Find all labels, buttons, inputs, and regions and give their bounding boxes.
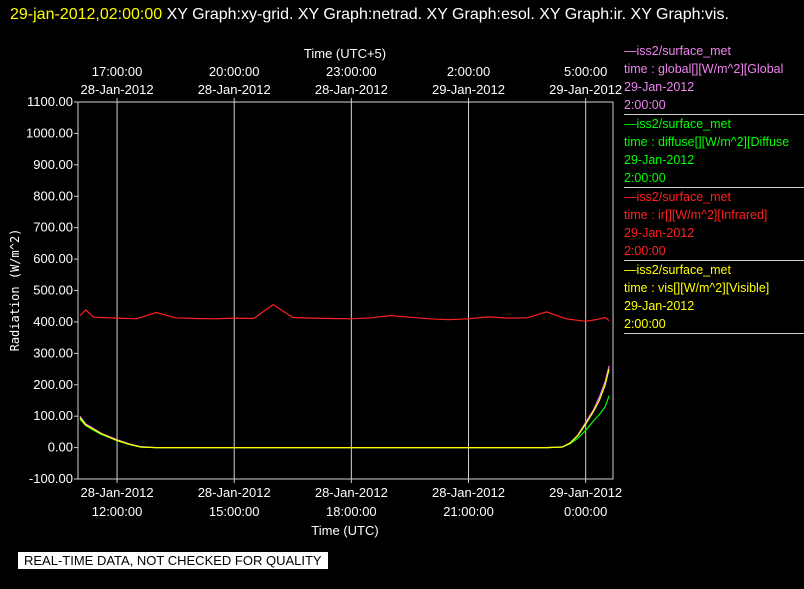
x-tick-date: 28-Jan-2012: [315, 485, 388, 500]
x-tick-time: 21:00:00: [443, 504, 494, 519]
header-timestamp: 29-jan-2012,02:00:00: [10, 6, 163, 23]
legend-line2: time : ir[][W/m^2][Infrared]: [624, 208, 768, 222]
legend-line4: 2:00:00: [624, 171, 666, 185]
y-tick-label: 100.00: [33, 408, 73, 423]
legend-line2: time : diffuse[][W/m^2][Diffuse: [624, 135, 790, 149]
legend-line3: 29-Jan-2012: [624, 226, 695, 240]
top-tick-date: 28-Jan-2012: [198, 82, 271, 97]
legend-line4: 2:00:00: [624, 317, 666, 331]
top-tick-time: 2:00:00: [447, 64, 490, 79]
x-tick-time: 18:00:00: [326, 504, 377, 519]
y-axis-title: Radiation (W/m^2): [8, 229, 22, 352]
graph-header: 29-jan-2012,02:00:00 XY Graph:xy-grid. X…: [10, 4, 800, 26]
top-tick-date: 29-Jan-2012: [549, 82, 622, 97]
x-tick-time: 15:00:00: [209, 504, 260, 519]
x-tick-date: 28-Jan-2012: [81, 485, 154, 500]
legend-line3: 29-Jan-2012: [624, 299, 695, 313]
y-tick-label: 300.00: [33, 345, 73, 360]
plot-frame: [77, 101, 614, 480]
y-tick-label: 600.00: [33, 251, 73, 266]
top-tick-time: 23:00:00: [326, 64, 377, 79]
y-axis: -100.00 0.00 100.00 200.00 300.00 400.00 500.0…: [26, 94, 78, 486]
legend-line4: 2:00:00: [624, 244, 666, 258]
quality-notice: REAL-TIME DATA, NOT CHECKED FOR QUALITY: [18, 552, 328, 569]
series-diffuse-line: [79, 395, 610, 449]
top-tick-time: 20:00:00: [209, 64, 260, 79]
y-tick-label: 1000.00: [26, 125, 73, 140]
x-tick-date: 28-Jan-2012: [432, 485, 505, 500]
series-vis-line: [79, 368, 610, 449]
legend-line1: —iss2/surface_met: [624, 44, 731, 58]
legend-line1: —iss2/surface_met: [624, 190, 731, 204]
legend-line2: time : global[][W/m^2][Global: [624, 62, 784, 76]
y-tick-label: 900.00: [33, 157, 73, 172]
header-graph-list: XY Graph:xy-grid. XY Graph:netrad. XY Gr…: [162, 6, 729, 23]
top-tick-date: 28-Jan-2012: [315, 82, 388, 97]
top-tick-time: 5:00:00: [564, 64, 607, 79]
legend-line4: 2:00:00: [624, 98, 666, 112]
y-tick-label: 1100.00: [27, 94, 73, 109]
y-tick-label: 800.00: [33, 188, 73, 203]
top-tick-date: 28-Jan-2012: [81, 82, 154, 97]
y-tick-label: 500.00: [33, 283, 73, 298]
x-tick-date: 29-Jan-2012: [549, 485, 622, 500]
series-ir-line: [79, 303, 610, 322]
legend-line3: 29-Jan-2012: [624, 80, 695, 94]
x-tick-time: 12:00:00: [92, 504, 143, 519]
top-tick-date: 29-Jan-2012: [432, 82, 505, 97]
y-tick-label: 700.00: [33, 220, 73, 235]
top-axis-title: Time (UTC+5): [304, 46, 386, 61]
y-tick-label: 0.00: [48, 440, 73, 455]
series-global-line: [79, 365, 610, 449]
legend-line1: —iss2/surface_met: [624, 263, 731, 277]
legend-line2: time : vis[][W/m^2][Visible]: [624, 281, 770, 295]
legend-line3: 29-Jan-2012: [624, 153, 695, 167]
grid-lines: [116, 102, 587, 479]
y-tick-label: 200.00: [33, 377, 73, 392]
legend-line1: —iss2/surface_met: [624, 117, 731, 131]
y-tick-label: -100.00: [29, 471, 73, 486]
x-tick-time: 0:00:00: [564, 504, 607, 519]
series-layer: [79, 303, 610, 449]
x-axis: 28-Jan-2012 12:00:00 28-Jan-2012 15:00:00 28…: [81, 64, 623, 519]
x-tick-date: 28-Jan-2012: [198, 485, 271, 500]
x-axis-title: Time (UTC): [311, 523, 378, 538]
top-tick-time: 17:00:00: [92, 64, 143, 79]
y-tick-label: 400.00: [33, 314, 73, 329]
